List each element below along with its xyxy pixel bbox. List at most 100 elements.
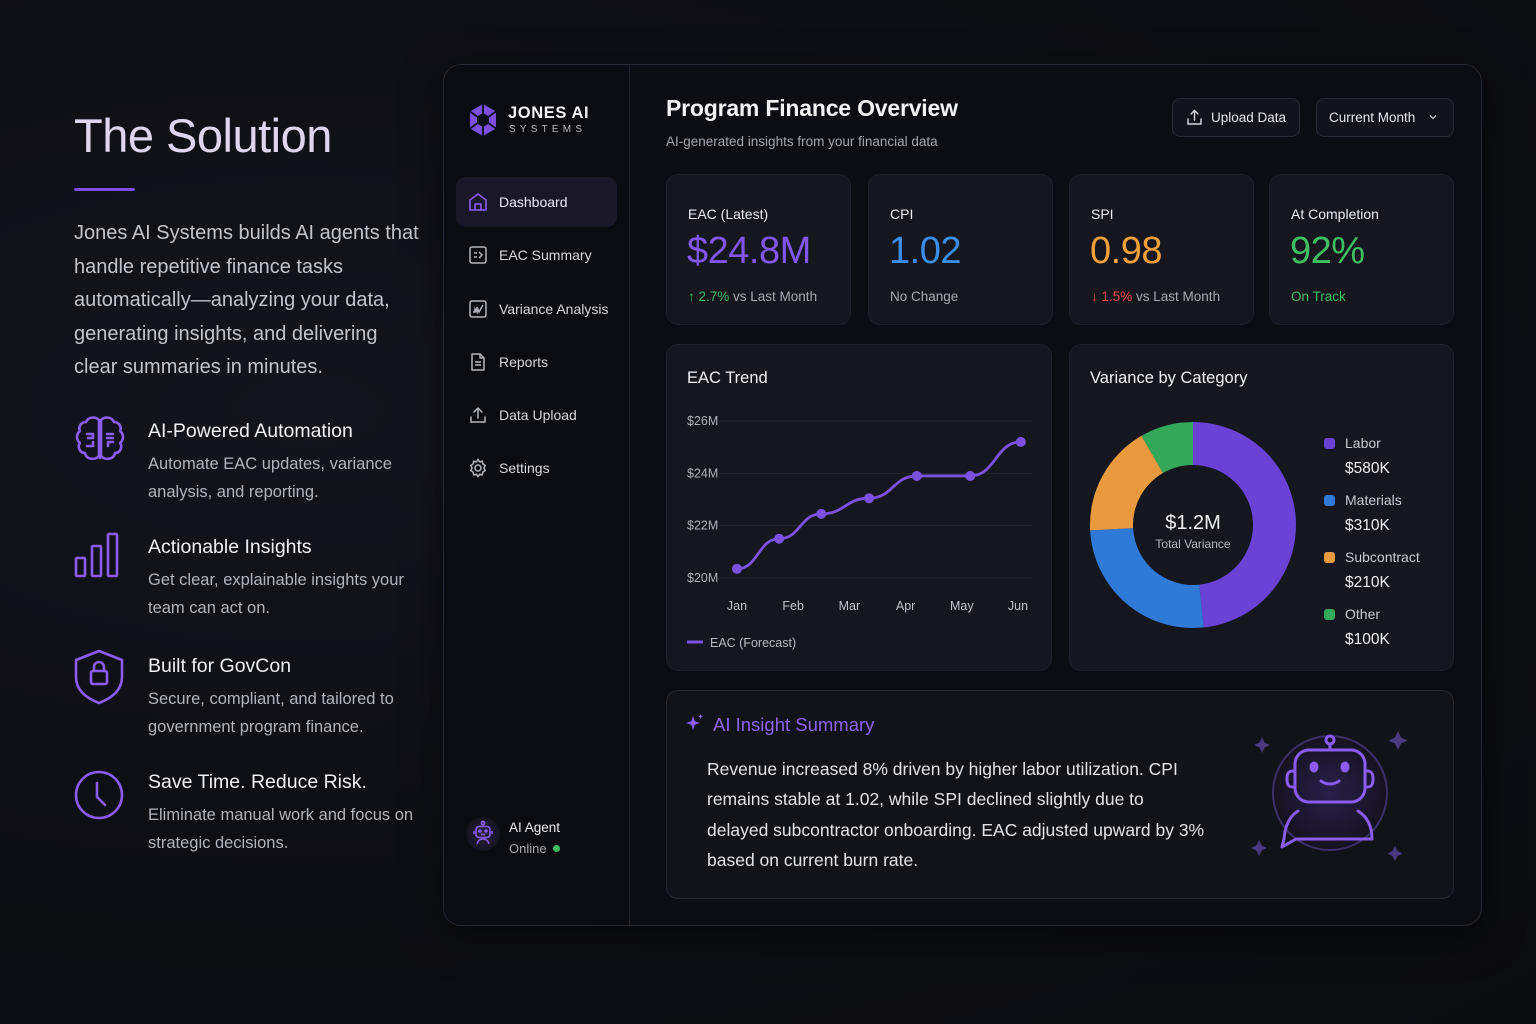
eac-trend-card: EAC Trend $20M $22M $24M $26M Jan Feb Mar Apr Ma… [666,344,1052,671]
sidebar-item-reports[interactable]: Reports [456,337,617,387]
feature-title: Actionable Insights [148,536,312,558]
legend-swatch [1324,438,1335,449]
ai-robot-illustration [1251,731,1408,861]
kpi-value: 0.98 [1090,230,1162,272]
legend-value: $310K [1345,517,1390,534]
chart-title: EAC Trend [687,369,768,387]
solution-intro: Jones AI Systems builds AI agents that h… [74,222,419,378]
agent-status-text: Online [509,841,547,856]
donut-slice-labor [1193,422,1296,628]
kpi-change: ↑ 2.7% vs Last Month [688,289,817,304]
kpi-card-cpi: CPI 1.02 No Change [868,174,1053,325]
period-select[interactable]: Current Month [1316,98,1454,137]
kpi-value: 92% [1290,230,1365,272]
page-subtitle: AI-generated insights from your financia… [666,134,938,149]
data-point [965,470,976,481]
kpi-sub: vs Last Month [1132,289,1221,304]
variance-by-category-card: Variance by Category $1.2M Total Variance… [1069,344,1454,671]
sidebar-item-label: Dashboard [499,194,568,210]
agent-status: Online [509,841,560,856]
kpi-label: EAC (Latest) [688,206,769,222]
kpi-value: 1.02 [889,230,961,272]
legend-swatch [1324,552,1335,563]
solution-panel: The Solution Jones AI Systems builds AI … [74,108,424,385]
ai-insight-card: AI Insight Summary Revenue increased 8% … [666,690,1454,899]
insight-title: AI Insight Summary [713,714,875,735]
chevron-down-icon [1429,115,1437,120]
sparkle-icon [686,714,703,730]
donut-slice-materials [1090,528,1204,628]
app-window: JONES AI SYSTEMS Dashboard EAC Summary V… [443,64,1482,926]
x-tick-label: Mar [839,599,861,613]
sidebar-item-label: Variance Analysis [499,300,609,317]
variance-donut-chart: $1.2M Total Variance Labor $580K Materials $3… [1090,422,1420,648]
y-tick-label: $24M [687,466,718,480]
legend-value: $100K [1345,631,1390,648]
donut-center-label: Total Variance [1155,537,1230,551]
upload-icon [470,407,486,423]
legend-value: $210K [1345,574,1390,591]
kpi-sub: No Change [890,289,959,304]
kpi-card-eac: EAC (Latest) $24.8M ↑ 2.7% vs Last Month [666,174,851,325]
x-tick-label: Jan [727,599,747,613]
feature-desc: Secure, compliant, and tailored to gover… [148,690,394,736]
y-tick-label: $26M [687,414,718,428]
sidebar-item-label: EAC Summary [499,247,592,264]
donut-center-value: $1.2M [1165,512,1221,534]
agent-name: AI Agent [509,820,561,835]
online-indicator [552,845,560,852]
legend-label: Subcontract [1345,549,1420,565]
solution-title: The Solution [74,109,332,162]
kpi-change: On Track [1291,289,1346,304]
feature-title: Built for GovCon [148,655,292,677]
insight-text: Revenue increased 8% driven by higher la… [707,759,1205,870]
y-tick-label: $22M [687,519,718,533]
x-tick-label: Feb [782,599,804,613]
kpi-delta: ↑ 2.7% [688,289,730,304]
kpi-card-spi: SPI 0.98 ↓ 1.5% vs Last Month [1069,174,1254,325]
variance-chart-icon [469,299,487,318]
ai-agent-status[interactable]: AI Agent Online [466,815,616,859]
upload-icon [1187,109,1202,125]
upload-data-label: Upload Data [1211,110,1287,125]
period-selected-value: Current Month [1329,110,1416,125]
robot-icon [473,820,493,845]
document-icon [471,353,485,371]
title-divider [74,188,135,191]
kpi-card-at-completion: At Completion 92% On Track [1269,174,1454,325]
legend-value: $580K [1345,460,1390,477]
feature-title: Save Time. Reduce Risk. [148,771,367,793]
donut-slice-other [1141,422,1193,474]
x-tick-label: Apr [896,599,915,613]
sidebar-item-variance-analysis[interactable]: Variance Analysis [456,284,617,334]
kpi-change: ↓ 1.5% vs Last Month [1091,289,1220,304]
legend-label: Materials [1345,492,1402,508]
eac-trend-chart: $20M $22M $24M $26M Jan Feb Mar Apr May Jun EAC (F… [687,414,1032,650]
donut-slice-subcontract [1090,435,1163,531]
sidebar-item-settings[interactable]: Settings [456,443,617,493]
kpi-change: No Change [890,289,958,304]
kpi-label: At Completion [1291,206,1379,222]
kpi-delta: ↓ 1.5% [1091,289,1133,304]
page-title: Program Finance Overview [666,95,958,121]
x-tick-label: Jun [1008,599,1028,613]
shield-lock-icon [74,649,124,705]
legend-swatch [1324,609,1335,620]
sidebar-item-label: Reports [499,353,549,370]
home-icon [469,193,487,211]
sidebar-item-label: Data Upload [499,407,577,424]
brain-icon [75,416,125,461]
feature-title: AI-Powered Automation [148,420,353,442]
data-point [911,470,922,481]
kpi-label: SPI [1091,206,1114,222]
sidebar: JONES AI SYSTEMS Dashboard EAC Summary V… [444,65,630,925]
sidebar-nav: Dashboard EAC Summary Variance Analysis … [456,177,617,497]
sidebar-item-eac-summary[interactable]: EAC Summary [456,230,617,280]
data-point [732,563,742,574]
sidebar-item-data-upload[interactable]: Data Upload [456,390,617,440]
upload-data-button[interactable]: Upload Data [1172,98,1300,137]
sidebar-item-dashboard[interactable]: Dashboard [456,177,617,227]
legend-swatch [1324,495,1335,506]
feature-desc: Get clear, explainable insights your tea… [148,571,404,617]
kpi-label: CPI [890,206,914,222]
